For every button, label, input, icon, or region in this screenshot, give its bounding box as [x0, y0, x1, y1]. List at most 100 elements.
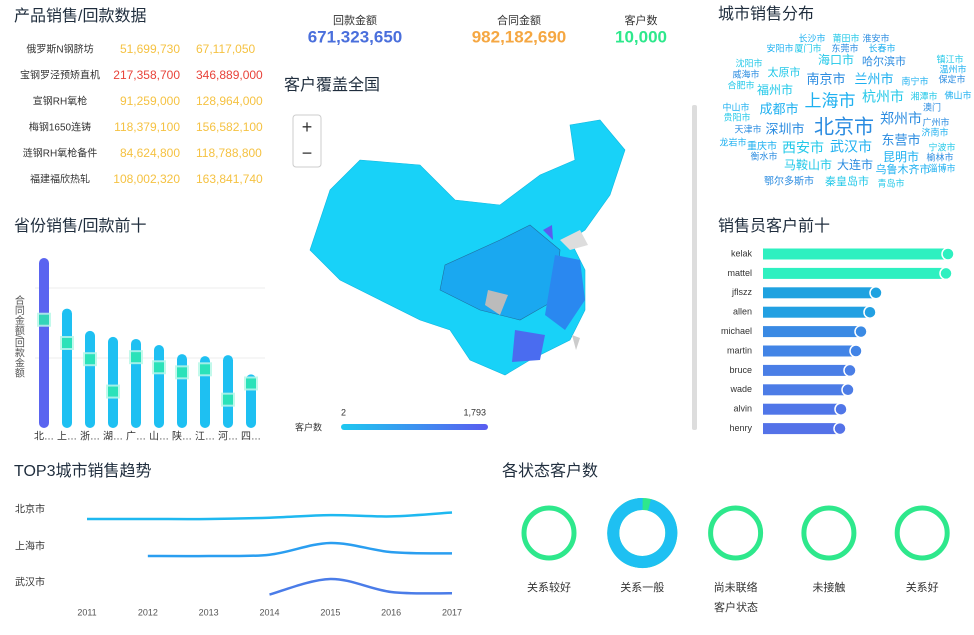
contract: 163,841,740: [196, 172, 263, 186]
word: 广州市: [922, 116, 949, 127]
received: 51,699,730: [120, 42, 180, 56]
marker: [244, 376, 258, 391]
product-name: 宣钢RH氧枪: [33, 95, 87, 108]
bar: [108, 336, 118, 428]
product-name: 涟钢RH氧枪备件: [23, 147, 97, 160]
x-tick-label: 2012: [138, 607, 158, 617]
word: 太原市: [768, 65, 801, 79]
word: 安阳市: [766, 42, 793, 53]
word: 合肥市: [727, 79, 754, 90]
word: 宁波市: [928, 141, 955, 152]
panel-title: 客户覆盖全国: [284, 76, 380, 94]
donut-arc: [607, 498, 678, 568]
word: 榆林市: [926, 151, 953, 162]
bar: [763, 403, 841, 415]
category-label: 尚未联络: [714, 580, 758, 594]
received: 217,358,700: [113, 68, 180, 82]
scrollbar[interactable]: [692, 105, 697, 430]
bar: [85, 330, 95, 428]
word: 南京市: [806, 71, 845, 86]
legend-min: 2: [341, 407, 346, 417]
word: 上海市: [805, 91, 856, 110]
marker: [175, 365, 189, 380]
word: 西安市: [782, 140, 824, 156]
bar: [223, 355, 233, 428]
word: 福州市: [757, 82, 793, 97]
zoom-in[interactable]: +: [302, 117, 313, 137]
x-tick-label: 2017: [442, 607, 462, 617]
bar: [177, 354, 187, 428]
donut-ring: [708, 505, 764, 561]
x-tick-label: 北…: [34, 431, 54, 443]
word: 北京市: [814, 115, 874, 138]
panel-title: 产品销售/回款数据: [14, 7, 146, 25]
x-tick-label: 江…: [195, 431, 215, 443]
bar-end: [834, 402, 848, 416]
word: 马鞍山市: [784, 157, 832, 172]
contract: 67,117,050: [196, 42, 255, 56]
word: 大连市: [837, 157, 873, 172]
bar: [763, 306, 870, 318]
bar-end: [849, 344, 863, 358]
x-axis-title: 客户状态: [714, 600, 758, 614]
legend-title: 客户数: [295, 421, 322, 432]
word: 天津市: [734, 123, 761, 134]
word: 成都市: [759, 101, 798, 116]
x-tick-label: 2013: [199, 607, 219, 617]
product-name: 梅钢1650连铸: [29, 121, 91, 134]
trend-line: [269, 577, 453, 596]
bar-end: [841, 383, 855, 397]
marker: [37, 312, 51, 327]
x-tick-label: 四…: [241, 432, 261, 443]
word: 昆明市: [883, 149, 919, 164]
y-tick-label: alvin: [733, 404, 752, 414]
y-tick-label: henry: [729, 423, 752, 433]
received: 118,379,100: [114, 120, 180, 134]
x-tick-label: 2015: [320, 607, 340, 617]
word: 海口市: [818, 52, 854, 67]
bar: [763, 287, 876, 299]
x-tick-label: 2011: [77, 607, 96, 617]
bar-end: [869, 286, 883, 300]
product-name: 俄罗斯N钢脐坊: [26, 43, 93, 56]
y-tick-label: michael: [721, 326, 752, 336]
y-axis-title: 合同金额/回款金额: [12, 294, 24, 379]
category-label: 关系较好: [527, 580, 571, 594]
word: 杭州市: [862, 89, 904, 105]
x-tick-label: 山…: [149, 431, 169, 443]
panel-title: 城市销售分布: [718, 5, 814, 23]
word: 佛山市: [944, 89, 971, 100]
panel-title: 省份销售/回款前十: [14, 217, 146, 235]
panel-title: 各状态客户数: [502, 462, 598, 480]
y-tick-label: kelak: [731, 248, 753, 258]
series-label: 北京市: [15, 503, 45, 516]
y-tick-label: allen: [733, 307, 752, 317]
kpi-value: 982,182,690: [472, 27, 567, 46]
y-tick-label: martin: [727, 345, 752, 355]
contract: 346,889,000: [196, 68, 263, 82]
word: 乌鲁木齐市: [876, 162, 931, 176]
word: 长春市: [868, 42, 895, 53]
marker: [221, 392, 235, 407]
contract: 128,964,000: [196, 94, 263, 108]
x-tick-label: 浙…: [80, 431, 100, 443]
word: 淄博市: [928, 162, 955, 173]
kpi-label: 合同金额: [497, 13, 541, 27]
bar: [763, 364, 850, 376]
bar: [154, 345, 164, 428]
bar-end: [843, 363, 857, 378]
word: 龙岩市: [719, 136, 746, 147]
word: 哈尔滨市: [862, 54, 906, 68]
bar-end: [833, 421, 847, 436]
x-tick-label: 2014: [259, 607, 279, 617]
legend-scale: [341, 424, 488, 430]
category-label: 关系一般: [620, 580, 664, 594]
category-label: 关系好: [906, 580, 939, 594]
marker: [106, 384, 120, 399]
word: 鄂尔多斯市: [764, 175, 814, 188]
word: 厦门市: [794, 42, 821, 53]
legend-max: 1,793: [463, 407, 486, 417]
y-tick-label: wade: [729, 384, 752, 394]
zoom-out[interactable]: −: [302, 143, 313, 163]
bar-end: [939, 266, 953, 281]
